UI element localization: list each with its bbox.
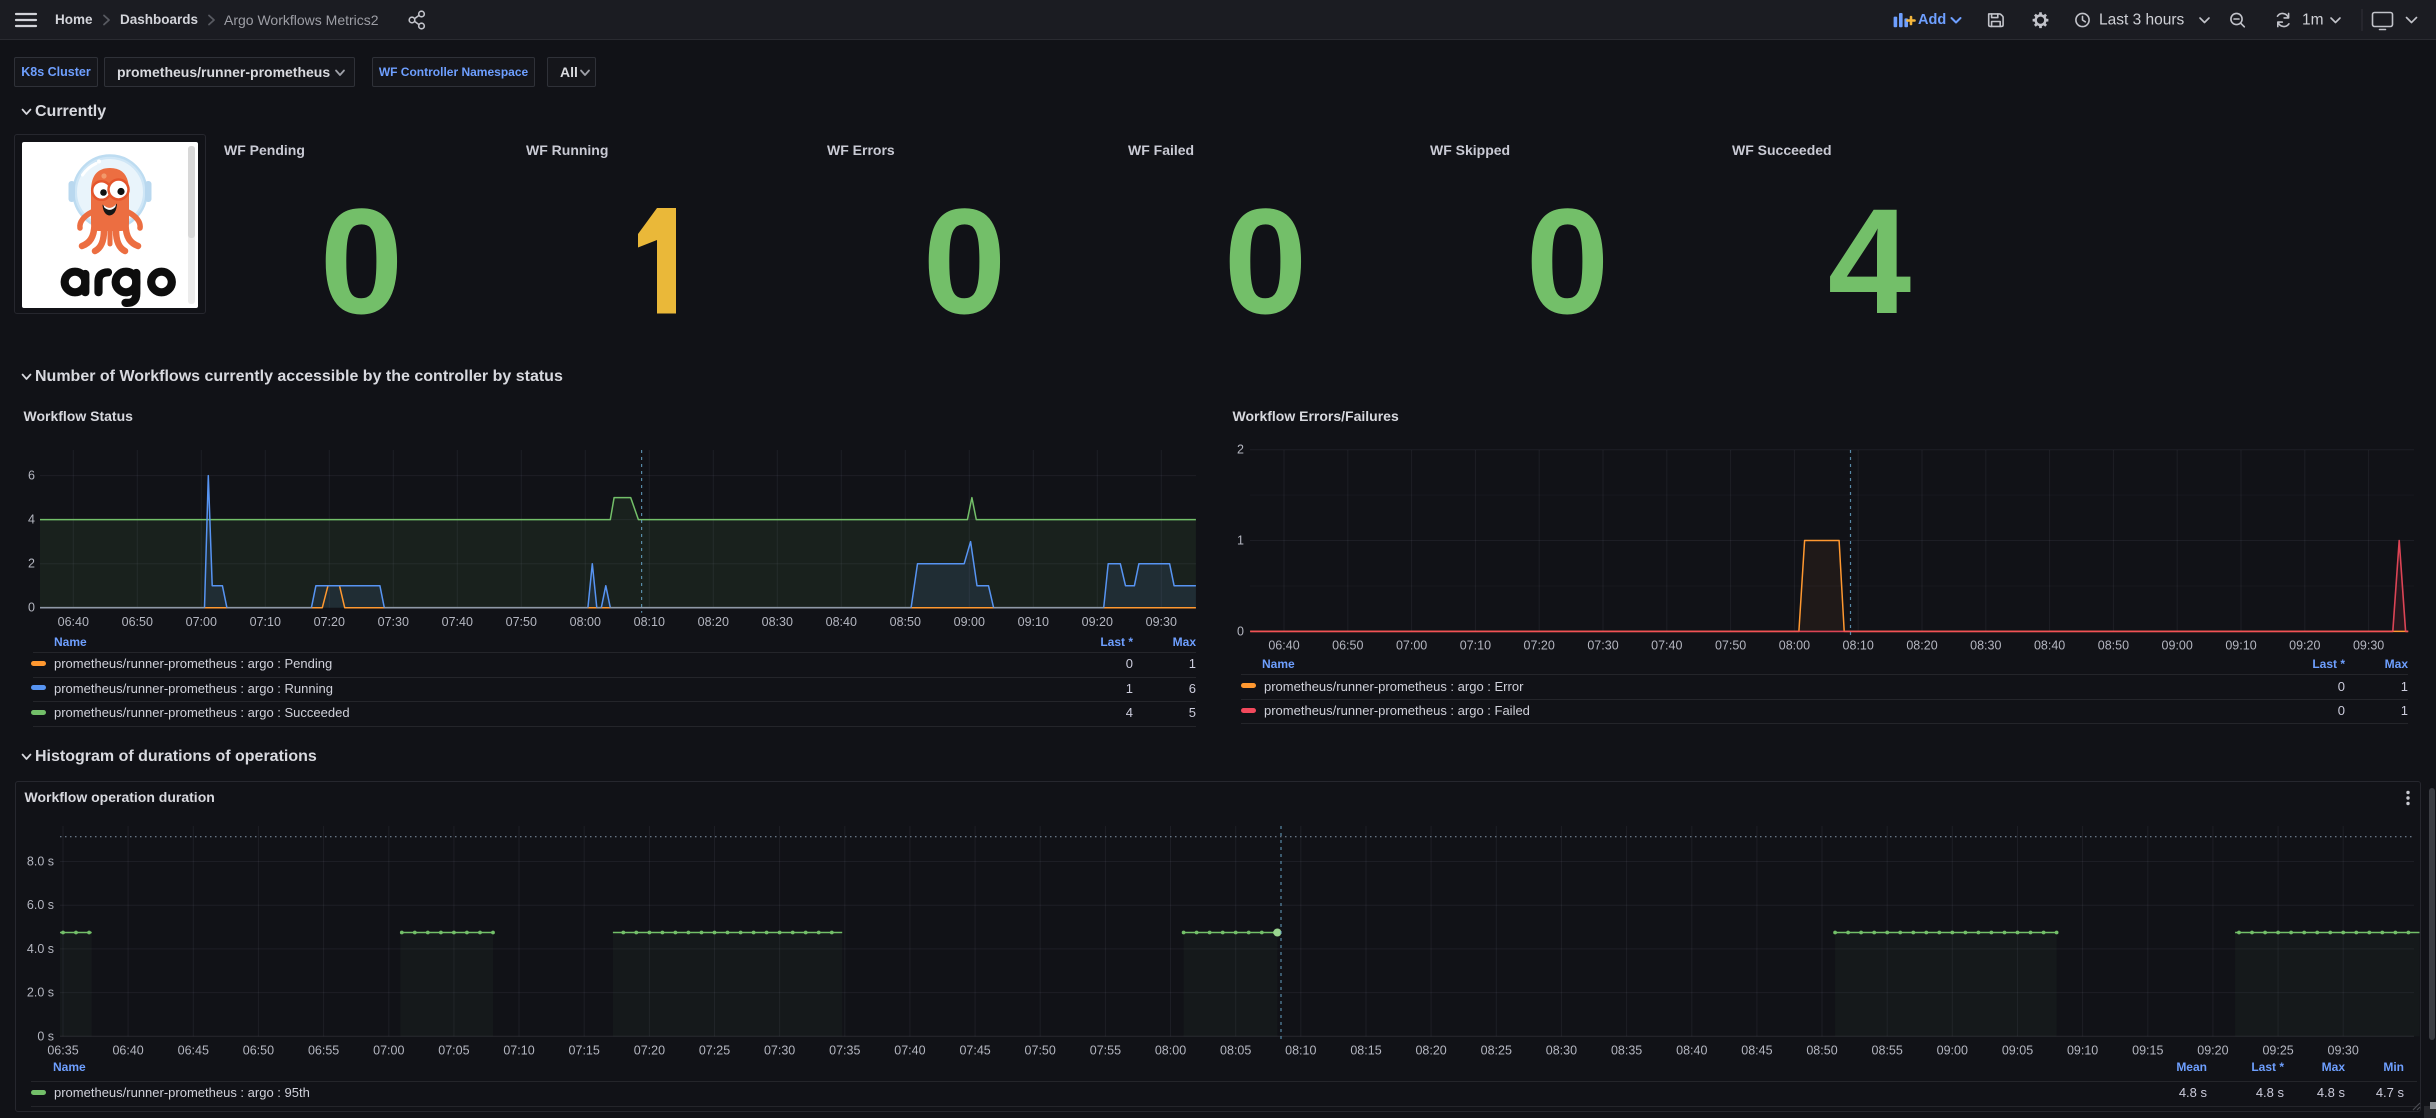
svg-text:08:30: 08:30 <box>762 615 793 629</box>
svg-text:07:30: 07:30 <box>1587 639 1618 653</box>
svg-text:06:40: 06:40 <box>1268 639 1299 653</box>
svg-text:09:00: 09:00 <box>954 615 985 629</box>
svg-text:07:20: 07:20 <box>314 615 345 629</box>
svg-text:08:30: 08:30 <box>1970 639 2001 653</box>
svg-text:09:30: 09:30 <box>2353 639 2384 653</box>
svg-text:07:20: 07:20 <box>1524 639 1555 653</box>
svg-text:06:50: 06:50 <box>122 615 153 629</box>
svg-text:08:20: 08:20 <box>698 615 729 629</box>
svg-text:07:40: 07:40 <box>1651 639 1682 653</box>
svg-text:1: 1 <box>1237 534 1244 548</box>
svg-text:07:40: 07:40 <box>442 615 473 629</box>
svg-text:08:00: 08:00 <box>1779 639 1810 653</box>
svg-text:09:10: 09:10 <box>1018 615 1049 629</box>
svg-text:09:20: 09:20 <box>2289 639 2320 653</box>
svg-text:08:20: 08:20 <box>1906 639 1937 653</box>
svg-text:2: 2 <box>28 557 35 571</box>
svg-text:07:50: 07:50 <box>506 615 537 629</box>
svg-text:06:40: 06:40 <box>58 615 89 629</box>
svg-text:08:40: 08:40 <box>2034 639 2065 653</box>
svg-text:08:00: 08:00 <box>570 615 601 629</box>
svg-text:08:10: 08:10 <box>1843 639 1874 653</box>
svg-text:2: 2 <box>1237 443 1244 457</box>
svg-text:4: 4 <box>28 513 35 527</box>
svg-text:08:40: 08:40 <box>826 615 857 629</box>
svg-text:08:50: 08:50 <box>2098 639 2129 653</box>
svg-text:6: 6 <box>28 469 35 483</box>
svg-text:07:00: 07:00 <box>186 615 217 629</box>
svg-text:07:00: 07:00 <box>1396 639 1427 653</box>
svg-text:09:10: 09:10 <box>2225 639 2256 653</box>
svg-text:09:00: 09:00 <box>2162 639 2193 653</box>
svg-text:07:50: 07:50 <box>1715 639 1746 653</box>
svg-text:Add: Add <box>1918 12 1946 28</box>
svg-text:0: 0 <box>1237 624 1244 638</box>
svg-text:0: 0 <box>28 601 35 615</box>
svg-text:09:20: 09:20 <box>1082 615 1113 629</box>
svg-text:06:50: 06:50 <box>1332 639 1363 653</box>
svg-text:1m: 1m <box>2302 12 2324 29</box>
svg-text:09:30: 09:30 <box>1146 615 1177 629</box>
svg-text:07:10: 07:10 <box>1460 639 1491 653</box>
svg-text:08:10: 08:10 <box>634 615 665 629</box>
svg-text:07:30: 07:30 <box>378 615 409 629</box>
svg-text:07:10: 07:10 <box>250 615 281 629</box>
svg-text:Last 3 hours: Last 3 hours <box>2099 12 2185 29</box>
svg-text:08:50: 08:50 <box>890 615 921 629</box>
